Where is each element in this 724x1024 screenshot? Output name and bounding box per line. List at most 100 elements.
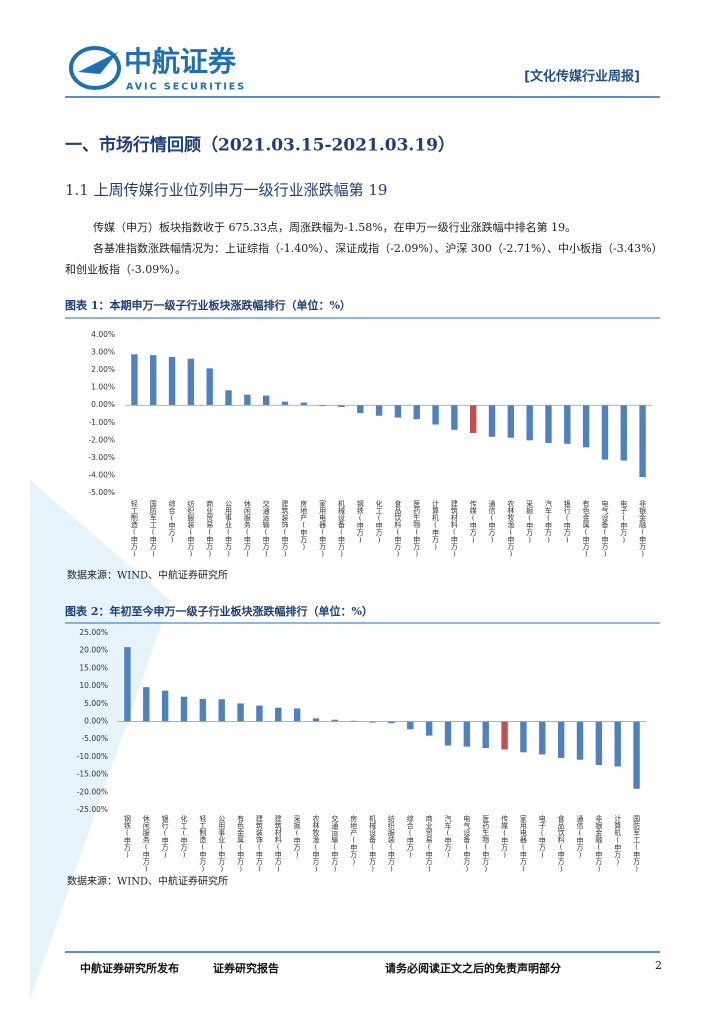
y-tick-label: 10.00%: [79, 681, 108, 690]
bar: [444, 721, 452, 746]
y-tick-label: -20.00%: [77, 787, 108, 796]
y-tick-label: 2.00%: [91, 365, 115, 374]
x-tick-label: 农林牧渔(申万): [312, 814, 320, 873]
y-tick-label: 0.00%: [91, 400, 115, 409]
bar: [206, 368, 213, 406]
y-tick-label: 3.00%: [91, 348, 115, 357]
logo-en: AVIC SECURITIES: [126, 82, 246, 93]
y-tick-label: 1.00%: [91, 383, 115, 392]
paragraph: 各基准指数涨跌幅情况为：上证综指（-1.40%）、深证成指（-2.09%）、沪深…: [65, 242, 663, 276]
bar: [300, 402, 308, 406]
bar: [432, 405, 439, 425]
x-tick-label: 采掘(申万): [526, 499, 534, 544]
bar: [614, 721, 621, 767]
x-tick-label: 休闲服务(申万): [142, 814, 150, 873]
x-tick-label: 电子(申万): [620, 499, 628, 544]
x-tick-label: 国防军工(申万): [633, 815, 641, 873]
bar: [526, 405, 533, 441]
paragraph-box: 各基准指数涨跌幅情况为：上证综指（-1.40%）、深证成指（-2.09%）、沪深…: [65, 242, 663, 276]
bar: [225, 390, 232, 406]
bar: [187, 358, 195, 406]
x-tick-label: 轻工制造(申万): [199, 814, 207, 873]
y-tick-label: -2.00%: [88, 435, 115, 444]
y-tick-label: -3.00%: [88, 453, 115, 462]
bar: [161, 690, 169, 722]
x-tick-label: 休闲服务(申万): [243, 499, 251, 558]
x-tick-label: 建筑装饰(申万): [281, 499, 289, 558]
bar: [143, 687, 150, 722]
x-tick-label: 计算机(申万): [432, 499, 440, 551]
x-tick-label: 医药生物(申万): [413, 500, 421, 558]
x-tick-label: 汽车(申万): [544, 499, 552, 544]
bar: [595, 721, 603, 766]
bar: [564, 405, 571, 444]
x-tick-label: 机械设备(申万): [337, 499, 345, 558]
bar: [582, 405, 590, 448]
section-title: 一、市场行情回顾（2021.03.15-2021.03.19）: [65, 135, 455, 156]
x-tick-label: 建筑材料(申万): [450, 499, 458, 558]
y-tick-label: 20.00%: [79, 646, 108, 655]
x-tick-label: 房地产(申万): [300, 499, 308, 551]
bar: [488, 405, 496, 437]
x-tick-label: 通信(申万): [488, 499, 496, 544]
bar: [168, 356, 176, 406]
x-tick-label: 化工(申万): [180, 814, 188, 859]
y-tick-label: -5.00%: [88, 488, 115, 497]
x-tick-label: 公用事业(申万): [225, 500, 233, 558]
bar: [633, 721, 640, 789]
bar: [369, 721, 376, 723]
bar: [463, 721, 471, 747]
bar: [501, 721, 508, 750]
x-tick-label: 交通运输(申万): [331, 814, 339, 873]
x-tick-label: 钢铁(申万): [356, 499, 364, 544]
y-tick-label: 25.00%: [79, 628, 108, 637]
logo-text: 中航证券: [124, 45, 237, 78]
logo-plane: [78, 52, 118, 74]
footer-middle: 证券研究报告: [213, 961, 279, 975]
x-tick-label: 电子(申万): [538, 814, 546, 859]
bar: [557, 721, 565, 758]
x-tick-label: 商业贸易(申万): [425, 814, 433, 873]
x-tick-label: 国防军工(申万): [149, 500, 157, 558]
chart-title: 图表 1：本期申万一级子行业板块涨跌幅排行（单位：%）: [65, 298, 351, 312]
x-tick-label: 银行(申万): [563, 499, 571, 544]
bar: [388, 721, 395, 724]
footer-left: 中航证券研究所发布: [80, 961, 179, 975]
bar: [520, 721, 527, 753]
y-tick-label: -5.00%: [81, 734, 108, 743]
x-tick-label: 建筑装饰(申万): [255, 814, 263, 873]
bar: [124, 647, 131, 722]
x-tick-label: 有色金属(申万): [582, 499, 590, 558]
x-tick-label: 食品饮料(申万): [557, 814, 565, 873]
bar: [357, 405, 364, 414]
logo-ring: [69, 46, 121, 90]
x-tick-label: 综合(申万): [406, 814, 414, 859]
bar: [545, 405, 552, 443]
bar: [244, 394, 251, 406]
report-type: [文化传媒行业周报]: [524, 69, 640, 85]
y-tick-label: -1.00%: [88, 418, 115, 427]
x-tick-label: 采掘(申万): [293, 814, 301, 859]
bar: [375, 405, 383, 416]
x-tick-label: 纺织服装(申万): [387, 814, 395, 873]
bar: [338, 405, 345, 407]
bar: [199, 698, 207, 722]
y-tick-label: 0.00%: [84, 717, 108, 726]
x-tick-label: 家用电器(申万): [319, 499, 327, 558]
bar: [539, 721, 546, 755]
y-tick-label: 5.00%: [84, 699, 108, 708]
chart-title: 图表 2：年初至今申万一级子行业板块涨跌幅排行（单位：%）: [65, 604, 373, 618]
bar: [262, 395, 270, 406]
y-tick-label: 4.00%: [91, 330, 115, 339]
bar: [425, 721, 433, 736]
bar: [281, 401, 289, 406]
source: 数据来源：WIND、中航证券研究所: [67, 875, 228, 888]
bar: [275, 707, 282, 722]
footer-right: 请务必阅读正文之后的免责声明部分: [385, 961, 561, 975]
bar: [451, 405, 458, 430]
x-tick-label: 传媒(申万): [469, 499, 477, 544]
bar: [601, 405, 609, 460]
bar: [256, 705, 263, 722]
x-tick-label: 商业贸易(申万): [206, 499, 214, 558]
